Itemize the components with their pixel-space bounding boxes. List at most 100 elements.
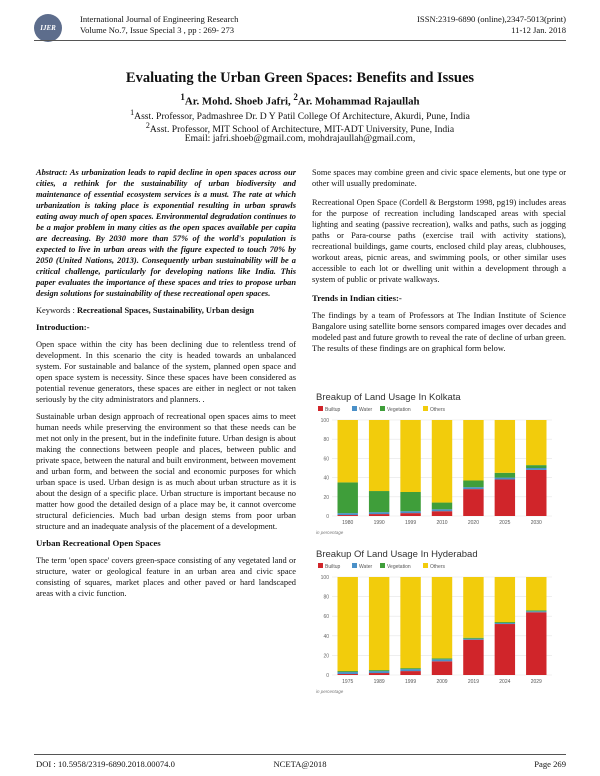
y-tick-label: 0 xyxy=(326,673,329,679)
legend-swatch-builtup xyxy=(318,563,323,568)
bar-segment-water-2019 xyxy=(463,638,484,640)
right-paragraph-2: Recreational Open Space (Cordell & Bergs… xyxy=(312,198,566,284)
right-paragraph-1: Some spaces may combine green and civic … xyxy=(312,168,566,188)
journal-date: 11-12 Jan. 2018 xyxy=(511,25,566,35)
uros-paragraph-1: The term 'open space' covers green-space… xyxy=(36,556,296,598)
x-tick-label: 2024 xyxy=(499,679,510,685)
bar-segment-vegetation-1980 xyxy=(337,482,358,514)
bar-segment-water-1975 xyxy=(337,672,358,675)
x-tick-label: 1989 xyxy=(374,679,385,685)
x-tick-label: 1975 xyxy=(342,679,353,685)
bar-segment-vegetation-2029 xyxy=(526,610,547,612)
abstract: Abstract: As urbanization leads to rapid… xyxy=(36,168,296,298)
bar-segment-others-2024 xyxy=(494,577,516,623)
header-left: International Journal of Engineering Res… xyxy=(80,14,238,36)
kolkata-land-usage-chart: Breakup of Land Usage In Kolkata Builtup W… xyxy=(310,388,560,538)
bar-segment-others-1980 xyxy=(337,420,358,483)
bar-segment-builtup-2020 xyxy=(463,489,484,516)
legend-label-water: Water xyxy=(359,564,372,570)
bar-segment-vegetation-2030 xyxy=(526,465,547,468)
intro-heading: Introduction:- xyxy=(36,322,90,332)
right-column: Some spaces may combine green and civic … xyxy=(312,167,566,354)
intro-paragraph-2: Sustainable urban design approach of rec… xyxy=(36,412,296,531)
right-paragraph-3: The findings by a team of Professors at … xyxy=(312,311,566,353)
bar-segment-vegetation-2019 xyxy=(463,637,484,639)
bar-segment-builtup-2019 xyxy=(463,639,484,675)
bar-segment-builtup-2009 xyxy=(431,661,453,675)
bar-segment-others-1975 xyxy=(337,577,358,672)
bar-segment-vegetation-1975 xyxy=(337,671,358,673)
bar-segment-others-1989 xyxy=(368,577,390,671)
x-tick-label: 2025 xyxy=(499,520,510,526)
bar-segment-others-2010 xyxy=(431,420,453,503)
legend-label-vegetation: Vegetation xyxy=(387,407,411,413)
legend-swatch-others xyxy=(423,563,428,568)
y-tick-label: 80 xyxy=(323,437,329,443)
x-tick-label: 2030 xyxy=(531,520,542,526)
keywords-text: Recreational Spaces, Sustainability, Urb… xyxy=(76,306,255,315)
y-tick-label: 80 xyxy=(323,595,329,601)
bar-segment-water-2029 xyxy=(526,611,547,613)
bar-segment-water-2030 xyxy=(526,468,547,470)
bar-segment-others-2030 xyxy=(526,420,547,466)
y-tick-label: 20 xyxy=(323,653,329,659)
legend-swatch-vegetation xyxy=(380,406,385,411)
bar-segment-builtup-2030 xyxy=(526,469,547,516)
y-tick-label: 0 xyxy=(326,514,329,520)
bar-segment-vegetation-2009 xyxy=(431,658,453,660)
bar-segment-others-1990 xyxy=(368,420,390,492)
x-tick-label: 2010 xyxy=(436,520,447,526)
uros-heading: Urban Recreational Open Spaces xyxy=(36,538,161,548)
affiliation-1: 1Asst. Professor, Padmashree Dr. D Y Pat… xyxy=(0,107,600,123)
bar-segment-vegetation-2025 xyxy=(494,472,516,478)
bar-segment-builtup-1990 xyxy=(368,514,390,516)
y-tick-label: 40 xyxy=(323,476,329,482)
bar-segment-vegetation-2010 xyxy=(431,502,453,510)
paper-title: Evaluating the Urban Green Spaces: Benef… xyxy=(125,70,475,86)
bar-segment-vegetation-2024 xyxy=(494,622,516,624)
trends-heading: Trends in Indian cities:- xyxy=(312,293,402,303)
hyderabad-land-usage-chart: Breakup Of Land Usage In Hyderabad Builtu… xyxy=(310,545,560,697)
legend-swatch-others xyxy=(423,406,428,411)
bar-segment-water-2010 xyxy=(431,509,453,512)
bar-segment-others-2020 xyxy=(463,420,484,481)
y-tick-label: 100 xyxy=(321,418,330,424)
bar-segment-builtup-1980 xyxy=(337,515,358,516)
x-tick-label: 2029 xyxy=(531,679,542,685)
bar-segment-vegetation-1999 xyxy=(400,668,421,670)
bar-segment-others-2009 xyxy=(431,577,453,659)
x-tick-label: 1999 xyxy=(405,679,416,685)
author2-sup: 2 xyxy=(293,92,298,102)
bar-segment-others-1999 xyxy=(400,577,421,669)
footer-divider xyxy=(34,754,566,755)
bar-segment-others-2029 xyxy=(526,577,547,611)
legend-swatch-water xyxy=(352,563,357,568)
left-column: Abstract: As urbanization leads to rapid… xyxy=(36,167,296,599)
y-tick-label: 40 xyxy=(323,634,329,640)
bar-segment-builtup-1989 xyxy=(368,673,390,675)
chart-title: Breakup of Land Usage In Kolkata xyxy=(316,392,461,403)
bar-segment-builtup-1999 xyxy=(400,671,421,675)
journal-name: International Journal of Engineering Res… xyxy=(80,14,239,24)
legend-label-others: Others xyxy=(430,407,446,413)
journal-issn: ISSN:2319-6890 (online),2347-5013(print) xyxy=(417,14,566,24)
affil2-sup: 2 xyxy=(145,121,150,130)
bar-segment-water-2009 xyxy=(431,659,453,662)
y-tick-label: 20 xyxy=(323,495,329,501)
footer-doi: DOI : 10.5958/2319-6890.2018.00074.0 xyxy=(36,759,175,769)
x-tick-label: 2009 xyxy=(436,679,447,685)
bar-segment-builtup-1975 xyxy=(337,674,358,675)
bar-segment-builtup-1999 xyxy=(400,513,421,516)
bar-segment-others-1999 xyxy=(400,420,421,492)
x-tick-label: 1980 xyxy=(342,520,353,526)
keywords: Keywords : Recreational Spaces, Sustaina… xyxy=(36,305,296,316)
legend-swatch-builtup xyxy=(318,406,323,411)
affil1-text: Asst. Professor, Padmashree Dr. D Y Pati… xyxy=(134,111,470,123)
author-emails: Email: jafri.shoeb@gmail.com, mohdrajaul… xyxy=(184,133,416,144)
author1-name: Ar. Mohd. Shoeb Jafri, xyxy=(184,95,294,108)
bar-segment-vegetation-2020 xyxy=(463,480,484,488)
authors-line: 1Ar. Mohd. Shoeb Jafri, 2Ar. Mohammad Ra… xyxy=(0,92,600,108)
bar-segment-builtup-2010 xyxy=(431,511,453,516)
author2-name: Ar. Mohammad Rajaullah xyxy=(297,95,420,108)
affil1-sup: 1 xyxy=(130,108,135,117)
